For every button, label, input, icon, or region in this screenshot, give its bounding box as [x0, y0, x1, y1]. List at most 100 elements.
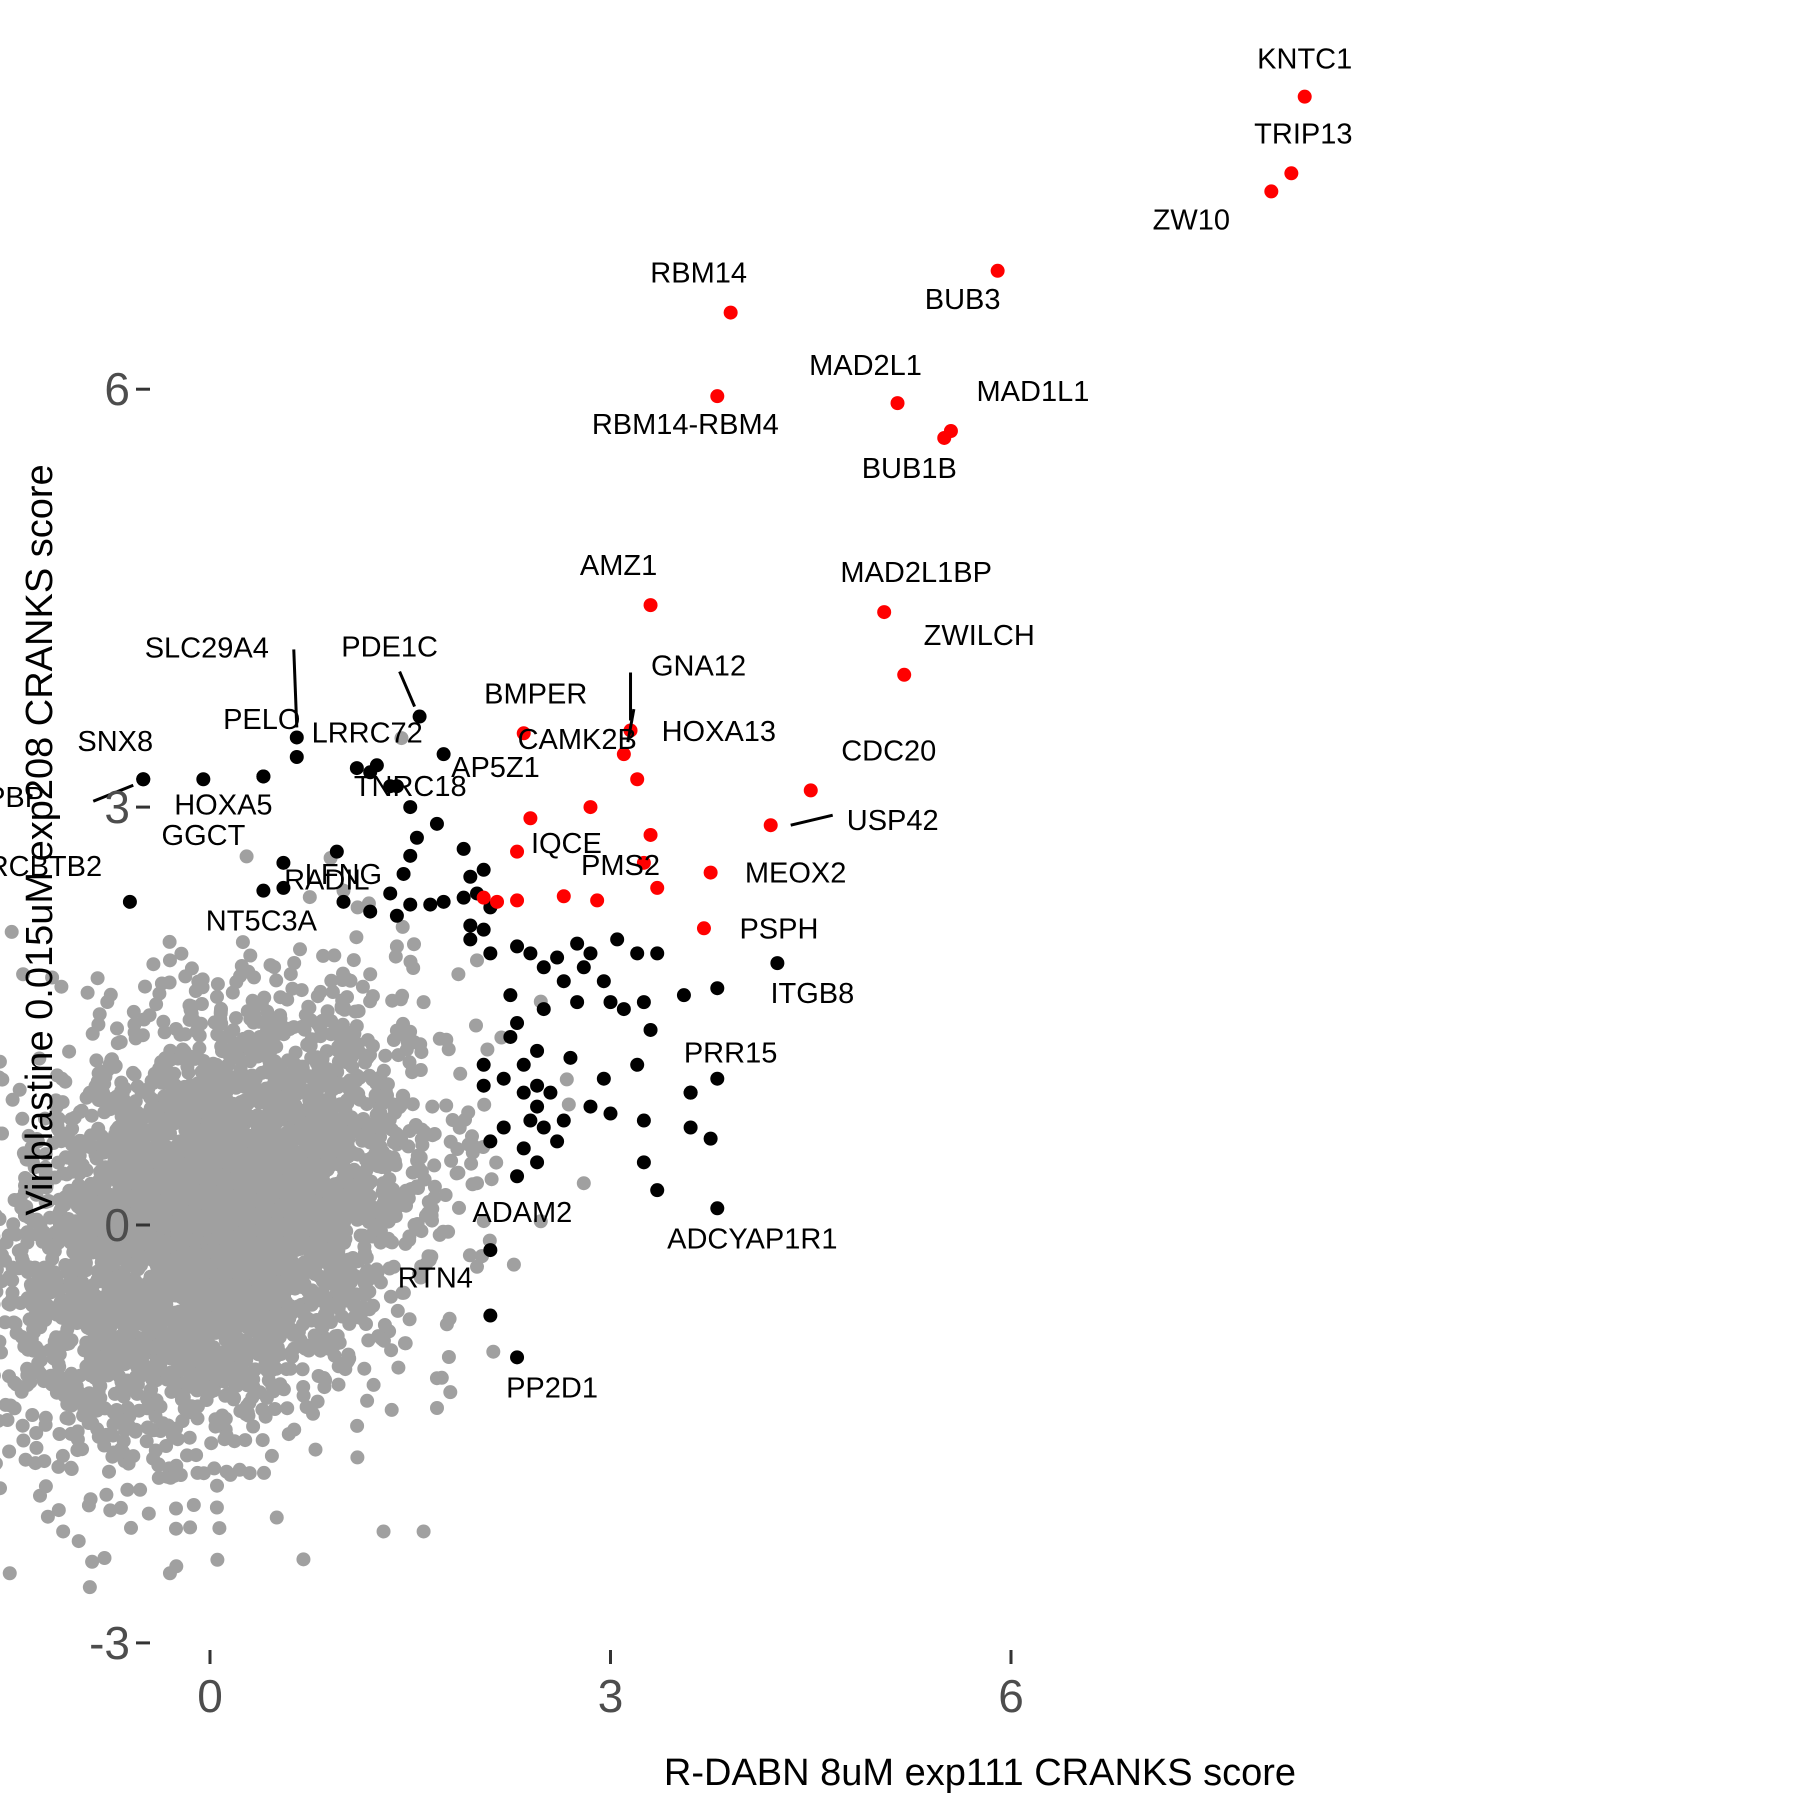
grey-outlier-point: [16, 967, 31, 982]
grey-point: [295, 1272, 310, 1287]
grey-point: [366, 1377, 381, 1392]
grey-point: [147, 1169, 162, 1184]
black-point: [630, 1057, 645, 1072]
grey-point: [376, 1182, 391, 1197]
grey-point: [219, 1262, 234, 1277]
grey-point: [458, 1112, 472, 1127]
grey-point: [333, 1276, 348, 1291]
grey-point: [207, 1143, 222, 1158]
black-point: [383, 886, 398, 901]
labeled-point-cdc20: [803, 783, 818, 798]
grey-point: [61, 1384, 76, 1399]
black-point: [530, 1099, 545, 1114]
grey-point: [0, 1126, 9, 1141]
grey-point: [100, 995, 115, 1009]
grey-point: [284, 1306, 299, 1321]
grey-point: [319, 1302, 334, 1316]
leader-line: [292, 649, 299, 728]
grey-point: [268, 1143, 283, 1158]
grey-point: [198, 1196, 213, 1211]
grey-point: [279, 1362, 294, 1377]
grey-point: [38, 1410, 53, 1425]
gene-label-rtn4: RTN4: [398, 1263, 473, 1295]
labeled-point-lfng: [276, 880, 291, 895]
grey-point: [26, 1184, 41, 1198]
grey-point: [233, 1115, 248, 1129]
grey-point: [277, 1288, 292, 1303]
black-point: [403, 848, 418, 863]
grey-point: [403, 954, 418, 969]
black-point: [563, 1050, 578, 1065]
grey-point: [427, 1179, 442, 1194]
black-point: [423, 897, 438, 912]
grey-point: [133, 1335, 148, 1350]
grey-point: [328, 1329, 343, 1344]
grey-point: [384, 1343, 399, 1358]
grey-point: [130, 1171, 145, 1186]
gene-label-mad2l1bp: MAD2L1BP: [840, 557, 992, 589]
grey-point: [117, 1246, 132, 1261]
grey-point: [130, 1377, 145, 1392]
grey-outlier-point: [429, 1371, 444, 1386]
grey-point: [182, 1430, 197, 1445]
grey-point: [340, 990, 354, 1005]
black-point: [676, 988, 691, 1003]
gene-label-meox2: MEOX2: [745, 858, 847, 890]
grey-point: [196, 1172, 211, 1187]
black-point: [643, 1022, 658, 1037]
black-point: [516, 1141, 531, 1156]
gene-label-bmper: BMPER: [484, 678, 587, 710]
labeled-point-zpbp: [136, 772, 151, 787]
grey-outlier-point: [376, 1524, 391, 1539]
grey-point: [169, 1458, 184, 1473]
grey-point: [210, 1478, 224, 1493]
grey-point: [388, 1209, 403, 1223]
grey-point: [152, 986, 167, 1001]
grey-point: [477, 1097, 492, 1112]
grey-point: [196, 1218, 211, 1233]
grey-point: [276, 1027, 291, 1042]
grey-point: [51, 1459, 66, 1474]
grey-point: [288, 1259, 303, 1274]
grey-point: [153, 1399, 168, 1414]
grey-point: [3, 1398, 18, 1413]
red-point: [510, 844, 525, 859]
grey-point: [20, 1368, 35, 1383]
grey-point: [246, 1419, 261, 1434]
labeled-point-itgb8: [770, 956, 785, 971]
grey-point: [174, 1277, 189, 1292]
grey-point: [2, 1369, 16, 1384]
black-point: [636, 1155, 651, 1170]
grey-point: [126, 1065, 140, 1080]
grey-point: [18, 1337, 33, 1352]
grey-point: [260, 1030, 275, 1045]
black-point: [636, 1113, 651, 1128]
grey-point: [54, 1134, 69, 1149]
labeled-point-prr15: [683, 1085, 698, 1100]
grey-point: [278, 1203, 293, 1218]
grey-outlier-point: [416, 1524, 431, 1539]
grey-point: [57, 1223, 72, 1238]
gene-label-prr15: PRR15: [684, 1038, 778, 1070]
black-point: [550, 1134, 565, 1149]
labeled-point-rbm14-rbm4: [710, 389, 725, 404]
grey-point: [320, 1129, 335, 1144]
grey-point: [402, 1124, 417, 1138]
gene-label-lrrc72: LRRC72: [312, 717, 423, 749]
grey-point: [438, 1188, 453, 1202]
grey-point: [51, 1503, 66, 1518]
grey-point: [462, 1248, 477, 1263]
grey-point: [264, 1448, 279, 1463]
grey-point: [127, 1017, 142, 1032]
grey-point: [402, 1232, 417, 1247]
grey-point: [306, 1082, 321, 1097]
grey-point: [407, 937, 421, 952]
grey-point: [85, 1026, 100, 1041]
grey-point: [235, 935, 250, 950]
grey-point: [155, 1416, 170, 1431]
grey-point: [92, 1007, 107, 1022]
grey-point: [75, 1442, 89, 1457]
grey-point: [365, 989, 380, 1004]
grey-point: [0, 1413, 15, 1427]
labeled-point-psph: [696, 921, 711, 936]
